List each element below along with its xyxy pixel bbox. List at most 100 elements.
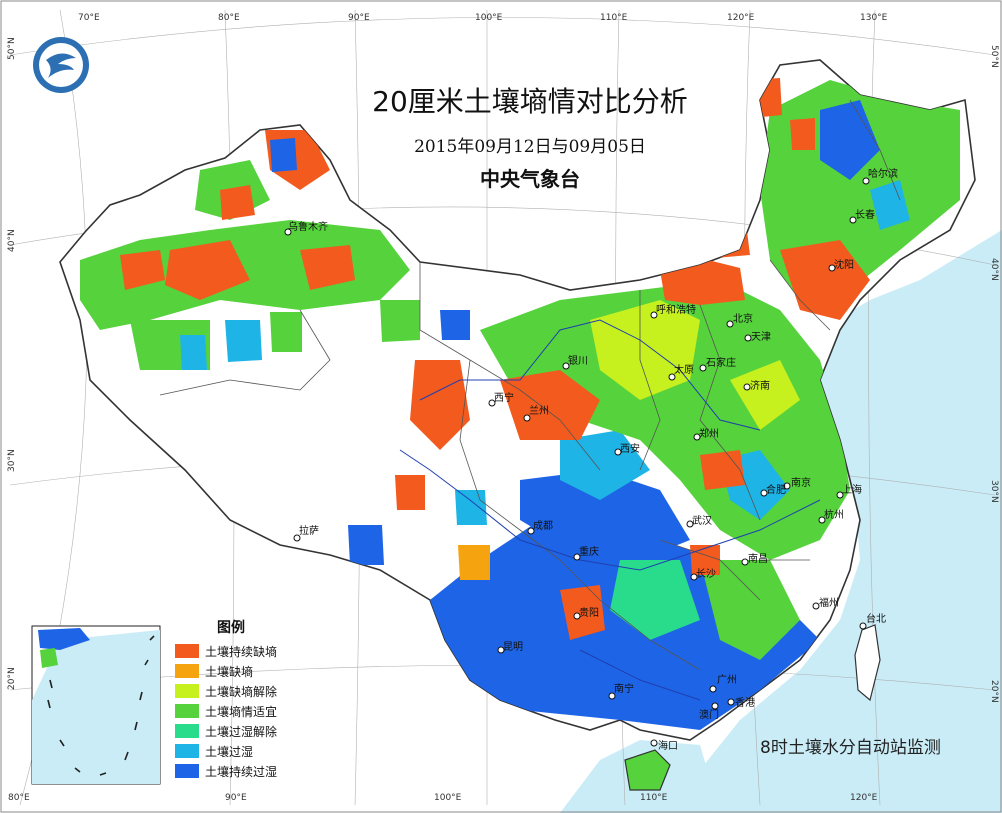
city-label: 济南 bbox=[750, 379, 770, 392]
city-label: 兰州 bbox=[529, 404, 549, 417]
city-marker-icon bbox=[812, 602, 820, 610]
city-marker-icon bbox=[862, 177, 870, 185]
inset-land bbox=[38, 628, 90, 650]
city-label: 银川 bbox=[568, 354, 588, 367]
city-marker-icon bbox=[727, 698, 735, 706]
city-marker-icon bbox=[699, 364, 707, 372]
legend-item: 土壤过湿 bbox=[175, 741, 305, 761]
city-marker-icon bbox=[562, 362, 570, 370]
lat-label: 20°N bbox=[7, 667, 17, 690]
legend-label: 土壤缺墒 bbox=[205, 664, 254, 679]
city-label: 南京 bbox=[791, 476, 811, 489]
city-marker-icon bbox=[497, 646, 505, 654]
city-marker-icon bbox=[828, 264, 836, 272]
city-label: 天津 bbox=[751, 331, 771, 343]
sea-area bbox=[700, 230, 1002, 813]
lat-label: 40°N bbox=[7, 229, 17, 252]
legend-swatch bbox=[175, 704, 199, 718]
legend-item: 土壤持续过湿 bbox=[175, 761, 305, 781]
city-marker-icon bbox=[608, 692, 616, 700]
legend-item: 土壤缺墒 bbox=[175, 661, 305, 681]
city-marker-icon bbox=[573, 553, 581, 561]
city-marker-icon bbox=[849, 216, 857, 224]
lon-label: 120°E bbox=[850, 793, 878, 803]
city-label: 福州 bbox=[819, 596, 839, 609]
lon-label: 130°E bbox=[860, 13, 888, 23]
hainan-island bbox=[624, 749, 671, 791]
legend: 图例 土壤持续缺墒 土壤缺墒 土壤缺墒解除 土壤墒情适宜 土壤过湿解除 土壤过湿… bbox=[175, 617, 305, 781]
lon-label: 90°E bbox=[348, 13, 370, 23]
city-label: 西宁 bbox=[494, 391, 514, 404]
lon-label: 100°E bbox=[475, 13, 503, 23]
city-marker-icon bbox=[744, 334, 752, 342]
lon-label: 90°E bbox=[225, 793, 247, 803]
city-label: 西安 bbox=[620, 442, 640, 455]
city-label: 海口 bbox=[658, 739, 678, 752]
legend-label: 土壤过湿 bbox=[205, 744, 254, 759]
city-label: 台北 bbox=[866, 612, 886, 625]
city-layer: 乌鲁木齐 呼和浩特 北京 天津 银川 太原 石家庄 西宁 兰州 济南 郑州 西安… bbox=[284, 167, 898, 752]
map-title: 20厘米土壤墒情对比分析 bbox=[372, 85, 688, 118]
city-marker-icon bbox=[614, 448, 622, 456]
city-label: 乌鲁木齐 bbox=[288, 220, 328, 233]
city-label: 合肥 bbox=[766, 483, 786, 496]
city-marker-icon bbox=[741, 558, 749, 566]
cma-logo-icon bbox=[33, 37, 89, 93]
map-subtitle: 2015年09月12日与09月05日 bbox=[414, 137, 646, 157]
city-label: 郑州 bbox=[699, 427, 719, 440]
city-marker-icon bbox=[523, 414, 531, 422]
city-marker-icon bbox=[690, 573, 698, 581]
city-marker-icon bbox=[650, 311, 658, 319]
legend-label: 土壤持续缺墒 bbox=[205, 644, 278, 659]
lon-label: 80°E bbox=[8, 793, 30, 803]
lon-labels-bottom: 80°E 90°E 100°E 110°E 120°E bbox=[8, 793, 878, 803]
lon-label: 80°E bbox=[218, 13, 240, 23]
legend-swatch bbox=[175, 644, 199, 658]
legend-label: 土壤持续过湿 bbox=[205, 764, 278, 779]
city-label: 杭州 bbox=[824, 508, 844, 521]
city-marker-icon bbox=[293, 534, 301, 542]
city-label: 成都 bbox=[533, 520, 553, 532]
city-marker-icon bbox=[783, 482, 791, 490]
city-marker-icon bbox=[760, 489, 768, 497]
legend-title: 图例 bbox=[217, 620, 245, 636]
city-label: 昆明 bbox=[503, 641, 523, 653]
city-label: 上海 bbox=[842, 483, 862, 496]
city-label: 长沙 bbox=[696, 568, 716, 580]
city-label: 呼和浩特 bbox=[656, 304, 696, 316]
city-label: 石家庄 bbox=[706, 356, 736, 369]
lat-label: 50°N bbox=[989, 45, 999, 68]
lat-label: 20°N bbox=[989, 680, 999, 703]
city-label: 沈阳 bbox=[834, 258, 854, 271]
city-label: 广州 bbox=[717, 674, 737, 686]
inset-hainan bbox=[40, 648, 58, 668]
city-label: 南昌 bbox=[748, 552, 768, 565]
taiwan-island bbox=[854, 624, 881, 702]
city-marker-icon bbox=[709, 685, 717, 693]
lat-label: 30°N bbox=[7, 449, 17, 472]
city-marker-icon bbox=[527, 527, 535, 535]
legend-swatch bbox=[175, 664, 199, 678]
city-marker-icon bbox=[743, 383, 751, 391]
legend-label: 土壤缺墒解除 bbox=[205, 684, 278, 699]
lat-label: 30°N bbox=[989, 480, 999, 503]
legend-swatch bbox=[175, 764, 199, 778]
province-borders bbox=[159, 99, 901, 671]
legend-swatch bbox=[175, 744, 199, 758]
organization-name: 中央气象台 bbox=[480, 167, 580, 191]
lat-labels-left: 50°N 40°N 30°N 20°N bbox=[7, 37, 17, 690]
city-label: 南宁 bbox=[614, 682, 634, 695]
city-marker-icon bbox=[693, 433, 701, 441]
city-label: 贵阳 bbox=[579, 606, 599, 619]
data-source-note: 8时土壤水分自动站监测 bbox=[760, 738, 941, 758]
lon-label: 110°E bbox=[640, 793, 668, 803]
legend-swatch bbox=[175, 684, 199, 698]
lat-label: 40°N bbox=[989, 258, 999, 281]
lon-label: 120°E bbox=[727, 13, 755, 23]
legend-item: 土壤持续缺墒 bbox=[175, 641, 305, 661]
city-label: 拉萨 bbox=[299, 524, 319, 537]
legend-label: 土壤过湿解除 bbox=[205, 724, 278, 739]
rivers bbox=[399, 319, 821, 701]
